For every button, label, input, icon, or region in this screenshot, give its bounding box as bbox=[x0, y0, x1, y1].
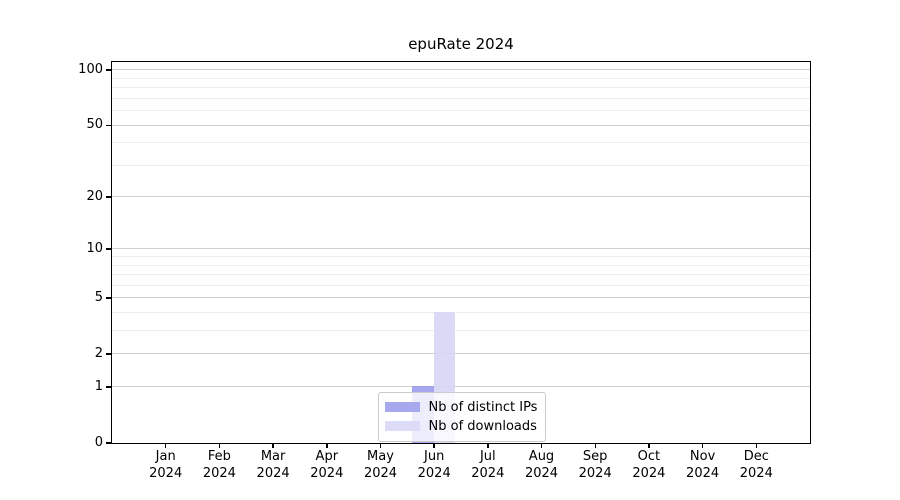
minor-gridline bbox=[111, 164, 810, 166]
x-tick-label-month: Jan bbox=[155, 449, 176, 464]
x-tick-mark bbox=[755, 443, 758, 448]
legend-label-distinct-ips: Nb of distinct IPs bbox=[428, 399, 538, 415]
major-gridline bbox=[111, 196, 810, 198]
x-tick-label: Sep 2024 bbox=[565, 448, 625, 482]
x-tick-label-year: 2024 bbox=[363, 466, 398, 481]
major-gridline bbox=[111, 386, 810, 387]
x-tick-label-year: 2024 bbox=[256, 466, 290, 481]
y-tick-mark bbox=[106, 386, 111, 388]
minor-gridline bbox=[111, 87, 810, 89]
x-tick-label: May 2024 bbox=[351, 448, 411, 482]
x-tick-label-month: Feb bbox=[207, 449, 231, 464]
minor-gridline bbox=[111, 97, 810, 99]
plot-area: Nb of distinct IPs Nb of downloads bbox=[110, 60, 811, 444]
x-tick-mark bbox=[218, 443, 221, 448]
y-tick-label: 5 bbox=[94, 289, 103, 305]
minor-gridline bbox=[111, 77, 810, 79]
legend-item-downloads: Nb of downloads bbox=[384, 417, 537, 436]
legend-swatch-downloads bbox=[384, 421, 420, 431]
chart-title: epuRate 2024 bbox=[408, 35, 514, 53]
major-gridline bbox=[111, 124, 810, 126]
x-tick-label-month: May bbox=[367, 449, 394, 464]
y-tick-mark bbox=[106, 124, 111, 127]
major-gridline bbox=[111, 297, 810, 299]
minor-gridline bbox=[111, 264, 810, 266]
minor-gridline bbox=[111, 142, 810, 144]
x-tick-mark bbox=[272, 443, 274, 448]
x-tick-label: Nov 2024 bbox=[673, 448, 733, 482]
x-tick-label-year: 2024 bbox=[202, 466, 236, 481]
x-tick-mark bbox=[433, 443, 435, 448]
x-tick-label-month: Jul bbox=[479, 449, 496, 464]
y-tick-mark bbox=[106, 196, 111, 198]
legend-swatch-distinct-ips bbox=[384, 402, 420, 412]
y-tick-label: 0 bbox=[94, 434, 103, 450]
x-tick-mark bbox=[540, 443, 543, 448]
legend-item-distinct-ips: Nb of distinct IPs bbox=[384, 398, 538, 417]
x-tick-label-month: Sep bbox=[582, 449, 608, 464]
x-tick-label-month: Mar bbox=[260, 449, 286, 464]
minor-gridline bbox=[111, 110, 810, 112]
x-tick-label-month: Dec bbox=[743, 449, 769, 464]
x-tick-mark bbox=[487, 443, 489, 448]
minor-gridline bbox=[111, 256, 810, 258]
x-tick-mark bbox=[648, 443, 650, 448]
x-tick-label-year: 2024 bbox=[686, 466, 720, 481]
y-tick-label: 100 bbox=[78, 61, 103, 77]
x-tick-label: Aug 2024 bbox=[512, 448, 572, 482]
x-tick-label-year: 2024 bbox=[471, 466, 505, 481]
minor-gridline bbox=[111, 330, 810, 332]
y-tick-mark bbox=[106, 69, 111, 71]
x-tick-label-year: 2024 bbox=[149, 466, 183, 481]
x-tick-label: Oct 2024 bbox=[619, 448, 679, 482]
x-tick-mark bbox=[326, 443, 328, 448]
minor-gridline bbox=[111, 312, 810, 314]
x-tick-label-month: Nov bbox=[689, 449, 716, 464]
x-tick-label: Mar 2024 bbox=[243, 448, 303, 482]
major-gridline bbox=[111, 353, 810, 355]
y-tick-mark bbox=[106, 248, 111, 250]
x-tick-label-year: 2024 bbox=[310, 466, 344, 481]
y-tick-label: 50 bbox=[86, 117, 103, 133]
x-tick-label: Jan 2024 bbox=[136, 448, 196, 482]
x-tick-label-year: 2024 bbox=[632, 466, 666, 481]
x-tick-label: Apr 2024 bbox=[297, 448, 357, 482]
y-tick-mark bbox=[106, 442, 111, 444]
x-tick-label: Feb 2024 bbox=[189, 448, 249, 482]
x-tick-label: Jul 2024 bbox=[458, 448, 518, 482]
x-tick-mark bbox=[701, 443, 704, 448]
y-tick-mark bbox=[106, 353, 111, 355]
x-tick-label: Dec 2024 bbox=[726, 448, 786, 482]
y-tick-label: 1 bbox=[94, 378, 103, 394]
legend: Nb of distinct IPs Nb of downloads bbox=[377, 391, 546, 442]
x-tick-label-month: Jun bbox=[424, 449, 445, 464]
x-tick-label-month: Oct bbox=[637, 449, 661, 464]
x-tick-label-year: 2024 bbox=[578, 466, 612, 481]
y-tick-label: 10 bbox=[86, 240, 103, 256]
x-tick-label-year: 2024 bbox=[739, 466, 773, 481]
x-tick-label-month: Aug bbox=[528, 449, 555, 464]
x-tick-label-month: Apr bbox=[315, 449, 339, 464]
y-tick-mark bbox=[106, 297, 111, 299]
legend-label-downloads: Nb of downloads bbox=[428, 418, 537, 434]
x-tick-label-year: 2024 bbox=[524, 466, 559, 481]
x-tick-mark bbox=[164, 443, 167, 448]
y-tick-label: 2 bbox=[94, 345, 103, 361]
minor-gridline bbox=[111, 284, 810, 286]
x-tick-mark bbox=[379, 443, 382, 448]
x-tick-label-year: 2024 bbox=[417, 466, 451, 481]
major-gridline bbox=[111, 69, 810, 71]
major-gridline bbox=[111, 248, 810, 250]
minor-gridline bbox=[111, 274, 810, 276]
x-tick-label: Jun 2024 bbox=[404, 448, 464, 482]
y-tick-label: 20 bbox=[86, 188, 103, 204]
x-tick-mark bbox=[594, 443, 596, 448]
